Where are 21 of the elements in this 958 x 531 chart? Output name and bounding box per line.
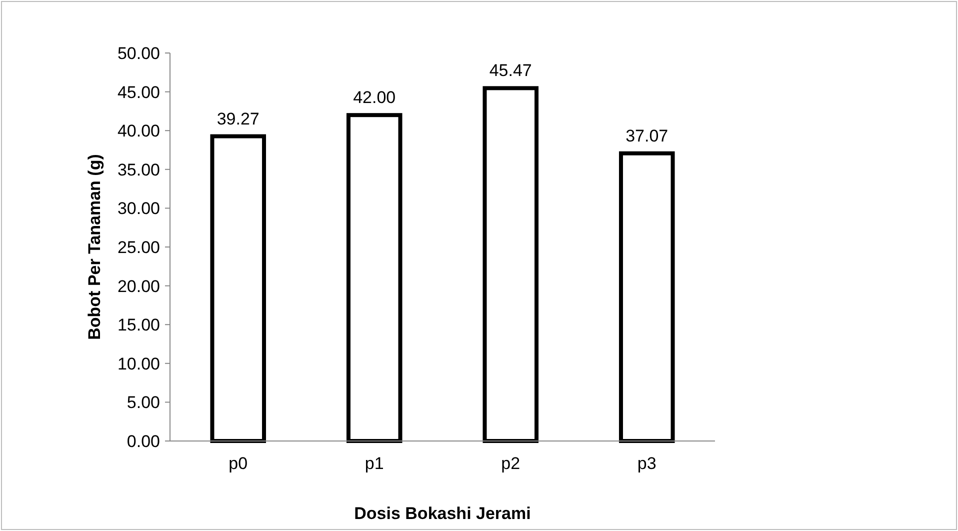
data-label: 39.27 xyxy=(216,109,260,128)
data-label: 37.07 xyxy=(626,126,668,146)
y-tick-label: 0.00 xyxy=(126,432,160,451)
y-tick-label: 10.00 xyxy=(117,354,160,374)
y-tick-label: 15.00 xyxy=(117,316,160,335)
y-tick-label: 20.00 xyxy=(117,276,160,296)
x-axis-title: Dosis Bokashi Jerami xyxy=(354,504,531,523)
x-tick-label: p1 xyxy=(364,454,384,473)
y-tick-label: 40.00 xyxy=(117,122,160,141)
x-tick-label: p0 xyxy=(228,454,248,473)
data-label: 42.00 xyxy=(353,88,396,108)
y-tick-label: 50.00 xyxy=(117,44,160,63)
y-tick-label: 35.00 xyxy=(117,160,160,180)
x-tick-label: p2 xyxy=(501,454,520,473)
y-tick-label: 45.00 xyxy=(117,82,160,102)
x-tick-label: p3 xyxy=(637,454,656,473)
y-tick-label: 25.00 xyxy=(117,238,160,257)
y-tick-label: 30.00 xyxy=(117,199,160,218)
data-label: 45.47 xyxy=(489,61,532,80)
y-tick-label: 5.00 xyxy=(126,393,160,412)
y-axis-title: Bobot Per Tanaman (g) xyxy=(85,154,104,340)
